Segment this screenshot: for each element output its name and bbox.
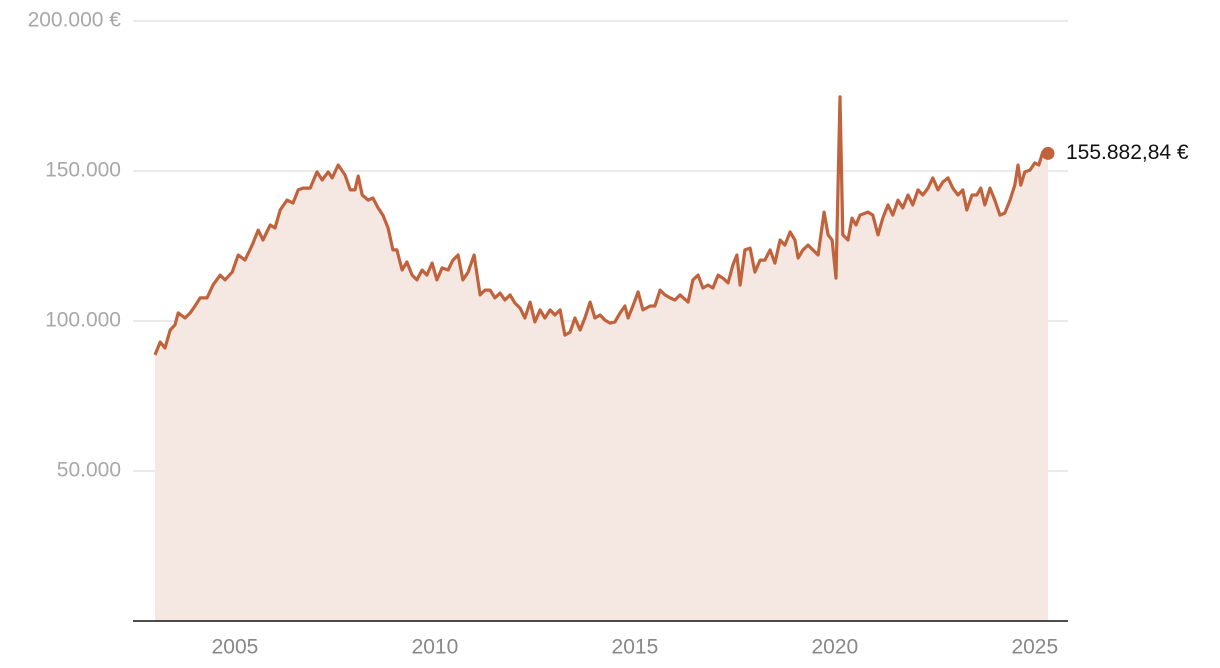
x-tick-label: 2025 [1011,636,1058,659]
x-tick-label: 2020 [811,636,858,659]
y-tick-label: 50.000 [57,459,121,482]
value-label: 155.882,84 € [1066,141,1189,164]
x-tick-label: 2005 [212,636,259,659]
area [155,96,1048,621]
y-tick-label: 200.000 € [28,9,122,32]
y-tick-label: 150.000 [45,159,121,182]
x-tick-label: 2010 [412,636,459,659]
line [153,95,1049,356]
end-point [1041,146,1055,160]
y-tick-label: 100.000 [45,309,121,332]
x-tick-label: 2015 [612,636,659,659]
